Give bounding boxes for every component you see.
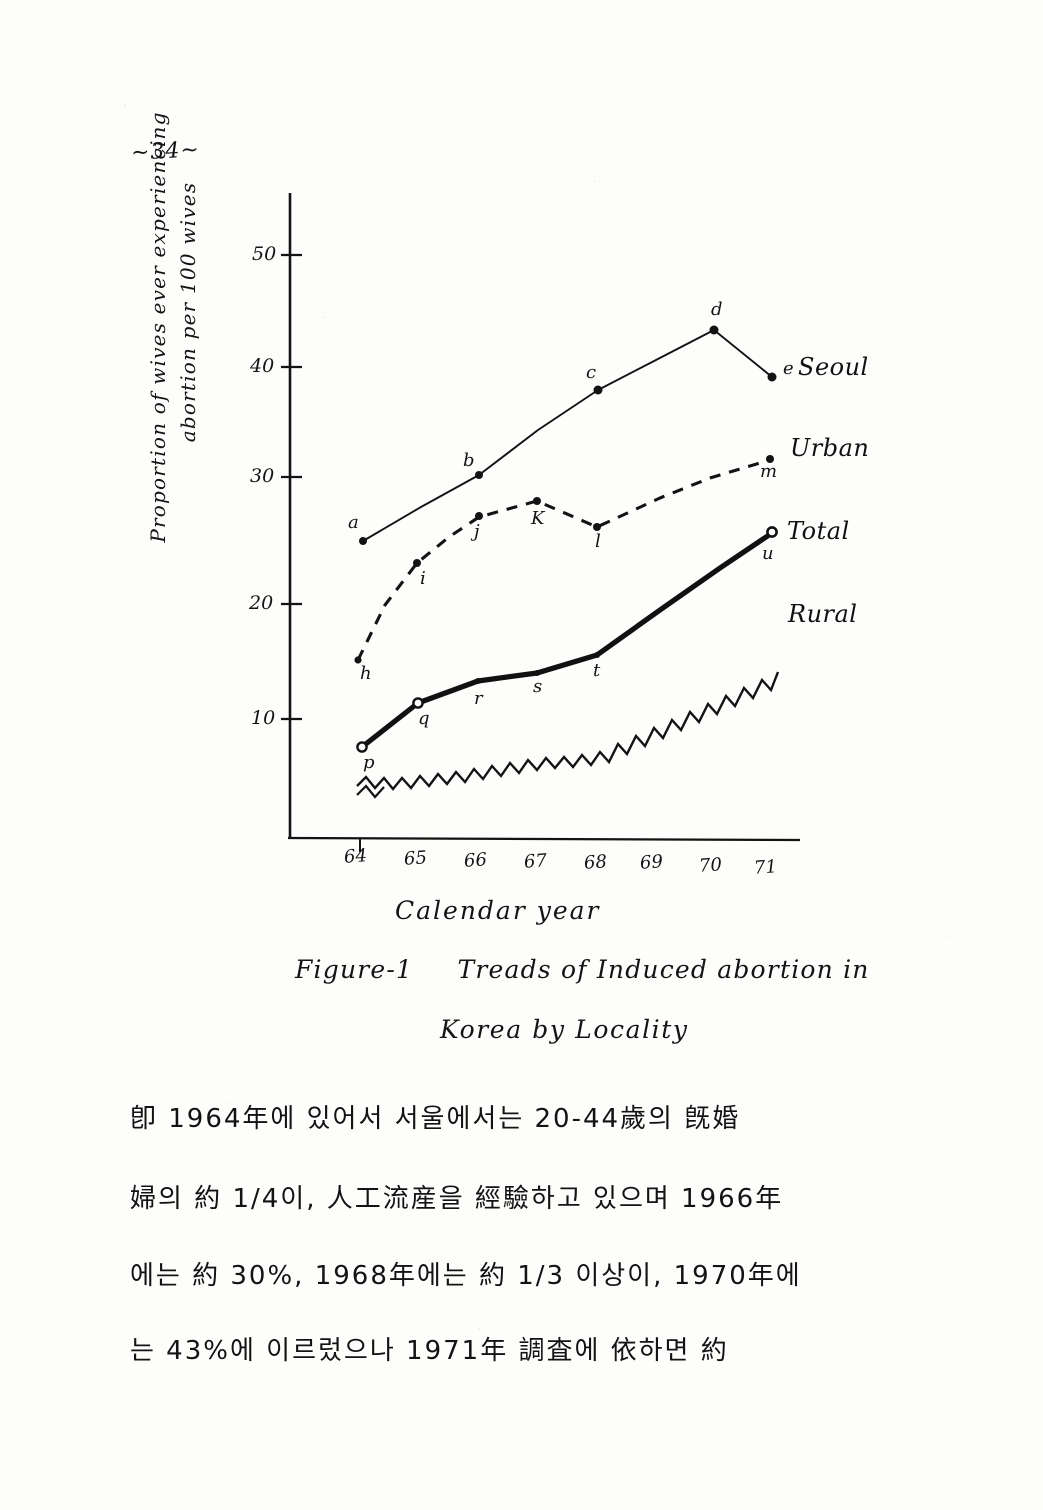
y-tick-label-40: 40 xyxy=(250,355,275,377)
x-tick-label-67: 67 xyxy=(523,850,548,873)
y-tick-label-20: 20 xyxy=(249,592,274,614)
data-point-s xyxy=(534,670,540,676)
data-point-e xyxy=(767,372,777,382)
data-point-a xyxy=(359,537,367,545)
point-label-a: a xyxy=(348,512,359,533)
data-point-c xyxy=(593,385,603,395)
figure-caption-text1: Treads of Induced abortion in xyxy=(457,955,870,984)
point-label-k: K xyxy=(531,508,545,529)
data-point-j xyxy=(475,512,483,520)
point-label-s: s xyxy=(533,676,543,697)
x-tick-label-69: 69 xyxy=(639,851,664,874)
x-tick-label-70: 70 xyxy=(698,854,723,877)
data-point-u xyxy=(766,526,778,538)
series-label-rural: Rural xyxy=(788,600,858,628)
data-point-h xyxy=(354,656,362,664)
body-text-line-2: 婦의 約 1/4이, 人工流産을 經驗하고 있으며 1966年 xyxy=(130,1184,784,1214)
point-label-l: l xyxy=(595,531,601,552)
figure-caption-line2: Korea by Locality xyxy=(440,1015,689,1044)
body-text-line-1: 卽 1964年에 있어서 서울에서는 20-44歲의 旣婚 xyxy=(130,1104,741,1134)
x-tick-label-66: 66 xyxy=(463,849,488,872)
point-label-c: c xyxy=(586,362,597,383)
data-point-r xyxy=(475,678,481,684)
series-label-seoul: Seoul xyxy=(798,353,869,381)
series-label-total: Total xyxy=(787,517,850,545)
data-point-t xyxy=(594,652,600,658)
y-tick-label-10: 10 xyxy=(251,707,276,729)
data-point-i xyxy=(413,559,421,567)
series-line-urban xyxy=(354,455,774,664)
point-label-j: j xyxy=(474,521,480,542)
y-tick-label-50: 50 xyxy=(252,243,277,265)
x-tick-label-71: 71 xyxy=(753,856,778,879)
point-label-q: q xyxy=(418,708,430,729)
point-label-i: i xyxy=(420,568,426,589)
body-text-line-3: 에는 約 30%, 1968年에는 約 1/3 이상이, 1970年에 xyxy=(130,1261,802,1291)
data-point-d xyxy=(709,325,719,335)
point-label-u: u xyxy=(762,543,774,564)
x-tick-label-64: 64 xyxy=(343,845,368,868)
data-point-k xyxy=(533,497,541,505)
point-label-r: r xyxy=(474,688,483,709)
data-point-l xyxy=(593,523,601,531)
x-tick-label-65: 65 xyxy=(403,847,428,870)
series-line-rural xyxy=(356,671,780,799)
data-point-m xyxy=(766,455,774,463)
x-axis-line xyxy=(287,836,801,842)
point-label-p: p xyxy=(363,752,375,773)
point-label-d: d xyxy=(711,299,723,320)
series-line-total xyxy=(356,526,778,753)
data-point-p xyxy=(356,741,368,753)
x-axis-title: Calendar year xyxy=(395,896,601,925)
figure-caption-label: Figure-1 xyxy=(295,955,414,984)
y-tick-label-30: 30 xyxy=(250,465,275,487)
figure-caption-line1: Figure-1 Treads of Induced abortion in xyxy=(295,955,870,984)
data-point-b xyxy=(475,471,483,479)
point-label-t: t xyxy=(593,660,601,681)
point-label-m: m xyxy=(760,461,778,482)
point-label-h: h xyxy=(360,663,372,684)
series-label-urban: Urban xyxy=(790,434,870,462)
x-tick-label-68: 68 xyxy=(583,851,608,874)
body-text-line-4: 는 43%에 이르렀으나 1971年 調査에 依하면 約 xyxy=(130,1336,729,1366)
data-point-q xyxy=(412,697,424,709)
series-line-seoul xyxy=(359,325,777,545)
point-label-e: e xyxy=(783,358,794,379)
y-axis-ticks xyxy=(281,253,302,721)
point-label-b: b xyxy=(463,450,475,471)
